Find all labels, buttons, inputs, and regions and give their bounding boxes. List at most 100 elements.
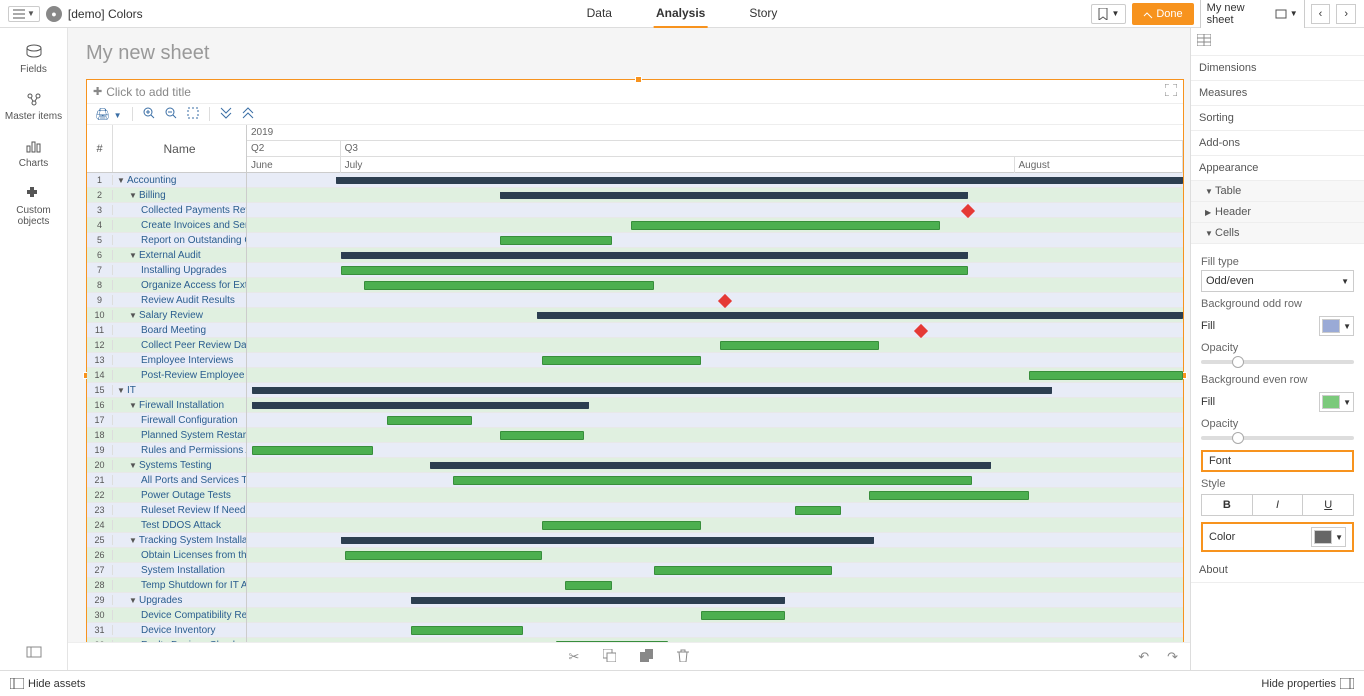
cut-button[interactable]: ✂ (569, 649, 580, 665)
row-name[interactable]: Collected Payments Review (113, 205, 246, 216)
table-row[interactable]: 20▼Systems Testing (87, 458, 246, 473)
task-bar[interactable] (795, 506, 842, 515)
undo-button[interactable]: ↶ (1138, 649, 1149, 665)
props-cells[interactable]: ▼Cells (1191, 223, 1364, 244)
bookmark-button[interactable]: ▼ (1091, 4, 1126, 24)
zoom-in-button[interactable] (143, 107, 155, 122)
table-row[interactable]: 26Obtain Licenses from the Vendor (87, 548, 246, 563)
row-name[interactable]: ▼IT (113, 385, 246, 396)
table-row[interactable]: 24Test DDOS Attack (87, 518, 246, 533)
task-bar[interactable] (720, 341, 879, 350)
row-name[interactable]: Collect Peer Review Data (113, 340, 246, 351)
tree-toggle-icon[interactable]: ▼ (129, 191, 137, 200)
tree-toggle-icon[interactable]: ▼ (117, 176, 125, 185)
task-bar[interactable] (542, 356, 701, 365)
row-name[interactable]: Rules and Permissions Audit (113, 445, 246, 456)
table-row[interactable]: 6▼External Audit (87, 248, 246, 263)
table-row[interactable]: 5Report on Outstanding Collections (87, 233, 246, 248)
row-name[interactable]: ▼Accounting (113, 175, 246, 186)
redo-button[interactable]: ↷ (1167, 649, 1178, 665)
table-row[interactable]: 10▼Salary Review (87, 308, 246, 323)
table-row[interactable]: 1▼Accounting (87, 173, 246, 188)
row-name[interactable]: Device Compatibility Review (113, 610, 246, 621)
sheet-title[interactable]: My new sheet (68, 28, 1190, 79)
row-name[interactable]: All Ports and Services Tested (113, 475, 246, 486)
summary-bar[interactable] (336, 177, 1183, 184)
task-bar[interactable] (387, 416, 471, 425)
row-name[interactable]: Report on Outstanding Collections (113, 235, 246, 246)
table-row[interactable]: 13Employee Interviews (87, 353, 246, 368)
task-bar[interactable] (345, 551, 542, 560)
row-name[interactable]: ▼Salary Review (113, 310, 246, 321)
row-name[interactable]: Review Audit Results (113, 295, 246, 306)
hide-properties-button[interactable]: Hide properties (1261, 678, 1336, 690)
italic-button[interactable]: I (1252, 494, 1304, 516)
task-bar[interactable] (411, 626, 523, 635)
table-row[interactable]: 23Ruleset Review If Needed (87, 503, 246, 518)
expand-all-button[interactable] (220, 107, 232, 122)
copy-button[interactable] (603, 649, 616, 665)
table-row[interactable]: 8Organize Access for External Auditors (87, 278, 246, 293)
delete-button[interactable] (677, 649, 689, 665)
table-row[interactable]: 7Installing Upgrades (87, 263, 246, 278)
summary-bar[interactable] (341, 252, 968, 259)
opacity-slider-even[interactable] (1201, 436, 1354, 440)
tree-toggle-icon[interactable]: ▼ (129, 536, 137, 545)
table-row[interactable]: 28Temp Shutdown for IT Audit (87, 578, 246, 593)
tree-toggle-icon[interactable]: ▼ (129, 461, 137, 470)
row-name[interactable]: Employee Interviews (113, 355, 246, 366)
table-row[interactable]: 25▼Tracking System Installation (87, 533, 246, 548)
task-bar[interactable] (654, 566, 832, 575)
table-row[interactable]: 22Power Outage Tests (87, 488, 246, 503)
table-row[interactable]: 29▼Upgrades (87, 593, 246, 608)
row-name[interactable]: Board Meeting (113, 325, 246, 336)
gantt-chart[interactable]: ✚ Click to add title 🖨 ▼ # (86, 79, 1184, 664)
row-name[interactable]: ▼Tracking System Installation (113, 535, 246, 546)
props-sorting[interactable]: Sorting (1191, 106, 1364, 131)
row-name[interactable]: Obtain Licenses from the Vendor (113, 550, 246, 561)
table-row[interactable]: 3Collected Payments Review (87, 203, 246, 218)
props-addons[interactable]: Add-ons (1191, 131, 1364, 156)
table-row[interactable]: 30Device Compatibility Review (87, 608, 246, 623)
tab-analysis[interactable]: Analysis (654, 0, 707, 28)
next-sheet-button[interactable]: › (1336, 4, 1356, 24)
zoom-out-button[interactable] (165, 107, 177, 122)
underline-button[interactable]: U (1302, 494, 1354, 516)
summary-bar[interactable] (341, 537, 875, 544)
row-name[interactable]: Temp Shutdown for IT Audit (113, 580, 246, 591)
row-name[interactable]: Test DDOS Attack (113, 520, 246, 531)
sidebar-custom-objects[interactable]: Custom objects (0, 177, 67, 235)
sidebar-fields[interactable]: Fields (0, 36, 67, 83)
task-bar[interactable] (542, 521, 701, 530)
expand-icon[interactable] (1165, 84, 1177, 99)
task-bar[interactable] (341, 266, 968, 275)
table-row[interactable]: 18Planned System Restart (87, 428, 246, 443)
table-row[interactable]: 14Post-Review Employee Interview (87, 368, 246, 383)
row-name[interactable]: ▼Upgrades (113, 595, 246, 606)
task-bar[interactable] (869, 491, 1028, 500)
row-name[interactable]: ▼Firewall Installation (113, 400, 246, 411)
summary-bar[interactable] (430, 462, 992, 469)
row-name[interactable]: Organize Access for External Auditors (113, 280, 246, 291)
task-bar[interactable] (364, 281, 654, 290)
table-row[interactable]: 19Rules and Permissions Audit (87, 443, 246, 458)
row-name[interactable]: System Installation (113, 565, 246, 576)
props-header[interactable]: ▶Header (1191, 202, 1364, 223)
row-name[interactable]: ▼External Audit (113, 250, 246, 261)
done-button[interactable]: Done (1132, 3, 1193, 25)
task-bar[interactable] (500, 431, 584, 440)
print-button[interactable]: 🖨 ▼ (95, 107, 122, 121)
props-dimensions[interactable]: Dimensions (1191, 56, 1364, 81)
table-row[interactable]: 2▼Billing (87, 188, 246, 203)
prev-sheet-button[interactable]: ‹ (1311, 4, 1331, 24)
tree-toggle-icon[interactable]: ▼ (117, 386, 125, 395)
chart-title-placeholder[interactable]: Click to add title (106, 85, 191, 99)
row-name[interactable]: Post-Review Employee Interview (113, 370, 246, 381)
opacity-slider-odd[interactable] (1201, 360, 1354, 364)
task-bar[interactable] (565, 581, 612, 590)
table-row[interactable]: 21All Ports and Services Tested (87, 473, 246, 488)
props-view-icon[interactable] (1191, 28, 1364, 56)
sheet-dropdown[interactable]: My new sheet ▼ (1200, 0, 1305, 30)
row-name[interactable]: ▼Systems Testing (113, 460, 246, 471)
task-bar[interactable] (701, 611, 785, 620)
